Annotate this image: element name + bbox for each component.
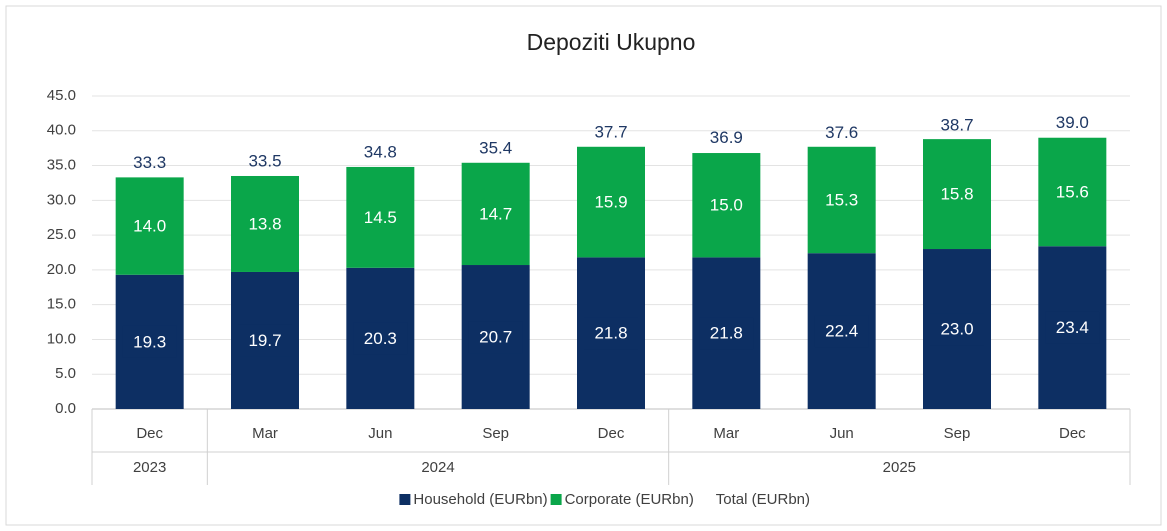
y-tick-label: 0.0 — [55, 400, 76, 417]
x-tick-label: Jun — [830, 425, 854, 442]
total-label: 33.5 — [248, 151, 281, 170]
total-label: 37.7 — [594, 122, 627, 141]
label-box — [122, 325, 177, 358]
label-box — [814, 315, 869, 348]
y-tick-label: 25.0 — [47, 226, 76, 243]
label-box — [584, 186, 638, 219]
x-tick-label: Mar — [713, 425, 739, 442]
y-tick-label: 30.0 — [47, 191, 76, 208]
chart-title: Depoziti Ukupno — [527, 29, 696, 55]
value-label: 15.0 — [710, 196, 743, 215]
total-label: 34.8 — [364, 142, 397, 161]
x-tick-label: Dec — [136, 425, 163, 442]
value-label: 23.4 — [1056, 318, 1089, 337]
legend-label: Total (EURbn) — [716, 491, 810, 508]
value-label: 19.3 — [133, 332, 166, 351]
value-label: 15.6 — [1056, 182, 1089, 201]
value-label: 14.7 — [479, 204, 512, 223]
y-tick-label: 15.0 — [47, 296, 76, 313]
value-label: 22.4 — [825, 322, 858, 341]
label-box — [930, 178, 984, 211]
total-label: 37.6 — [825, 123, 858, 142]
y-tick-label: 20.0 — [47, 261, 76, 278]
label-box — [122, 210, 177, 243]
y-tick-label: 35.0 — [47, 157, 76, 174]
value-label: 21.8 — [594, 324, 627, 343]
y-tick-label: 5.0 — [55, 365, 76, 382]
y-tick-label: 45.0 — [47, 87, 76, 104]
total-label: 36.9 — [710, 128, 743, 147]
label-box — [1045, 175, 1100, 208]
x-tick-label: Jun — [368, 425, 392, 442]
value-label: 15.3 — [825, 190, 858, 209]
x-tick-label: Dec — [598, 425, 625, 442]
legend-swatch — [550, 494, 562, 505]
label-box — [1045, 311, 1100, 344]
label-box — [814, 183, 869, 216]
total-label: 38.7 — [940, 115, 973, 134]
x-tick-label: Mar — [252, 425, 278, 442]
total-label: 39.0 — [1056, 113, 1089, 132]
x-tick-label: Dec — [1059, 425, 1086, 442]
value-label: 23.0 — [940, 319, 973, 338]
group-label: 2025 — [883, 459, 916, 476]
label-box — [238, 207, 292, 240]
x-tick-label: Sep — [482, 425, 509, 442]
label-box — [468, 321, 523, 354]
total-label: 33.3 — [133, 153, 166, 172]
value-label: 13.8 — [248, 214, 281, 233]
value-label: 20.3 — [364, 329, 397, 348]
value-label: 15.8 — [940, 185, 973, 204]
value-label: 20.7 — [479, 327, 512, 346]
label-box — [699, 189, 754, 222]
total-label: 35.4 — [479, 138, 512, 157]
value-label: 14.5 — [364, 208, 397, 227]
value-label: 15.9 — [594, 193, 627, 212]
group-label: 2023 — [133, 459, 166, 476]
legend-label: Corporate (EURbn) — [565, 491, 694, 508]
value-label: 19.7 — [248, 331, 281, 350]
label-box — [238, 324, 292, 357]
label-box — [353, 322, 408, 355]
y-tick-label: 10.0 — [47, 330, 76, 347]
label-box — [468, 197, 523, 230]
label-box — [353, 201, 408, 234]
label-box — [930, 313, 984, 346]
group-label: 2024 — [421, 459, 454, 476]
label-box — [584, 317, 638, 350]
value-label: 21.8 — [710, 324, 743, 343]
label-box — [699, 317, 754, 350]
legend-swatch — [399, 494, 411, 505]
value-label: 14.0 — [133, 217, 166, 236]
legend-label: Household (EURbn) — [413, 491, 547, 508]
x-tick-label: Sep — [944, 425, 971, 442]
y-tick-label: 40.0 — [47, 122, 76, 139]
